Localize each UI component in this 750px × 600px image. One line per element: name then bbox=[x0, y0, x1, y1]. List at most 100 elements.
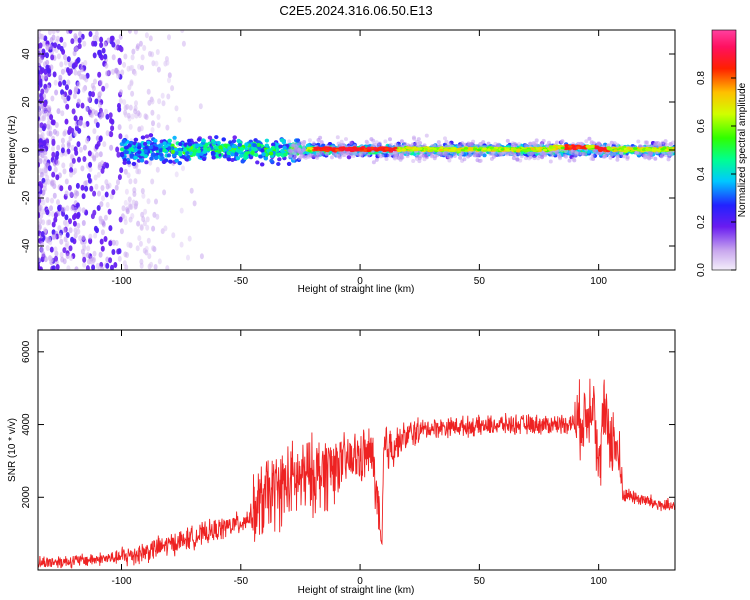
heatmap-cell bbox=[126, 65, 131, 72]
heatmap-cell bbox=[107, 208, 112, 215]
heatmap-cell bbox=[86, 252, 90, 259]
heatmap-cell bbox=[172, 135, 177, 140]
heatmap-cell bbox=[181, 165, 185, 172]
heatmap-cell bbox=[133, 137, 139, 142]
heatmap-cell bbox=[74, 46, 78, 52]
heatmap-cell bbox=[174, 105, 179, 112]
heatmap-cell bbox=[64, 118, 69, 125]
heatmap-cell bbox=[239, 146, 244, 151]
heatmap-cell bbox=[398, 157, 403, 162]
heatmap-cell bbox=[73, 192, 78, 199]
heatmap-cell bbox=[79, 66, 84, 73]
heatmap-cell bbox=[38, 224, 42, 230]
heatmap-cell bbox=[82, 40, 87, 47]
heatmap-cell bbox=[108, 257, 113, 264]
heatmap-cell bbox=[84, 185, 89, 192]
heatmap-cell bbox=[174, 171, 179, 178]
heatmap-cell bbox=[478, 142, 482, 147]
heatmap-cell bbox=[143, 208, 148, 215]
heatmap-cell bbox=[104, 82, 109, 89]
heatmap-cell bbox=[70, 38, 75, 45]
heatmap-cell bbox=[85, 265, 90, 270]
heatmap-cell bbox=[202, 149, 207, 154]
heatmap-cell bbox=[103, 41, 107, 48]
heatmap-cell bbox=[123, 199, 128, 206]
heatmap-cell bbox=[119, 151, 125, 156]
heatmap-cell bbox=[372, 142, 377, 147]
heatmap-cell bbox=[236, 138, 241, 143]
heatmap-cell bbox=[99, 201, 104, 208]
heatmap-cell bbox=[195, 152, 201, 157]
heatmap-cell bbox=[165, 124, 170, 131]
heatmap-cell bbox=[45, 219, 50, 226]
heatmap-cell bbox=[635, 150, 639, 155]
heatmap-cell bbox=[139, 125, 144, 132]
heatmap-cell bbox=[199, 253, 204, 260]
heatmap-cell bbox=[43, 35, 48, 42]
heatmap-cell bbox=[38, 204, 43, 211]
heatmap-cell bbox=[81, 207, 86, 214]
heatmap-cell bbox=[87, 173, 91, 180]
heatmap-cell bbox=[68, 89, 73, 96]
heatmap-cell bbox=[625, 155, 630, 160]
heatmap-cell bbox=[101, 195, 105, 202]
heatmap-cell bbox=[537, 154, 542, 158]
heatmap-cell bbox=[260, 148, 265, 153]
heatmap-cell bbox=[42, 139, 47, 146]
heatmap-cell bbox=[55, 30, 60, 34]
heatmap-cell bbox=[665, 143, 670, 147]
heatmap-cell bbox=[146, 237, 151, 244]
heatmap-cell bbox=[147, 99, 152, 106]
heatmap-cell bbox=[663, 139, 668, 144]
heatmap-cell bbox=[95, 122, 100, 128]
heatmap-cell bbox=[111, 41, 116, 48]
heatmap-cell bbox=[51, 179, 56, 186]
heatmap-cell bbox=[96, 205, 101, 211]
heatmap-cell bbox=[161, 160, 167, 164]
heatmap-cell bbox=[39, 95, 44, 102]
heatmap-cell bbox=[458, 155, 463, 160]
heatmap-cell bbox=[348, 152, 353, 157]
heatmap-cell bbox=[243, 156, 248, 161]
heatmap-cell bbox=[133, 30, 138, 35]
heatmap-cell bbox=[258, 154, 263, 159]
heatmap-cell bbox=[58, 81, 62, 87]
heatmap-cell bbox=[52, 192, 57, 199]
heatmap-cell bbox=[573, 153, 578, 158]
heatmap-cell bbox=[105, 162, 110, 169]
heatmap-cell bbox=[98, 151, 103, 158]
heatmap-cell bbox=[50, 95, 55, 102]
heatmap-cell bbox=[231, 139, 237, 144]
heatmap-cell bbox=[444, 139, 449, 144]
heatmap-cell bbox=[177, 116, 182, 123]
heatmap-cell bbox=[151, 60, 156, 67]
heatmap-cell bbox=[47, 30, 52, 36]
heatmap-cell bbox=[353, 151, 358, 156]
heatmap-cell bbox=[68, 68, 73, 75]
heatmap-cell bbox=[55, 264, 60, 270]
heatmap-cell bbox=[41, 108, 46, 115]
heatmap-cell bbox=[38, 43, 41, 50]
heatmap-cell bbox=[72, 220, 77, 227]
heatmap-cell bbox=[534, 143, 539, 148]
heatmap-cell bbox=[170, 85, 175, 92]
heatmap-cell bbox=[559, 140, 564, 144]
heatmap-cell bbox=[156, 122, 161, 129]
heatmap-cell bbox=[110, 264, 114, 270]
heatmap-cell bbox=[148, 159, 153, 166]
heatmap-cell bbox=[68, 135, 73, 142]
heatmap-cell bbox=[54, 122, 59, 128]
heatmap-cell bbox=[156, 114, 161, 120]
heatmap-cell bbox=[40, 246, 44, 253]
heatmap-cell bbox=[126, 160, 131, 165]
heatmap-cell bbox=[98, 218, 103, 225]
heatmap-cell bbox=[288, 153, 293, 158]
heatmap-cell bbox=[337, 155, 342, 160]
heatmap-cell bbox=[73, 115, 78, 122]
heatmap-cell bbox=[73, 206, 78, 213]
heatmap-cell bbox=[463, 147, 469, 150]
heatmap-cell bbox=[105, 201, 110, 208]
heatmap-cell bbox=[291, 142, 296, 147]
heatmap-cell bbox=[38, 158, 43, 164]
heatmap-cell bbox=[505, 138, 510, 143]
